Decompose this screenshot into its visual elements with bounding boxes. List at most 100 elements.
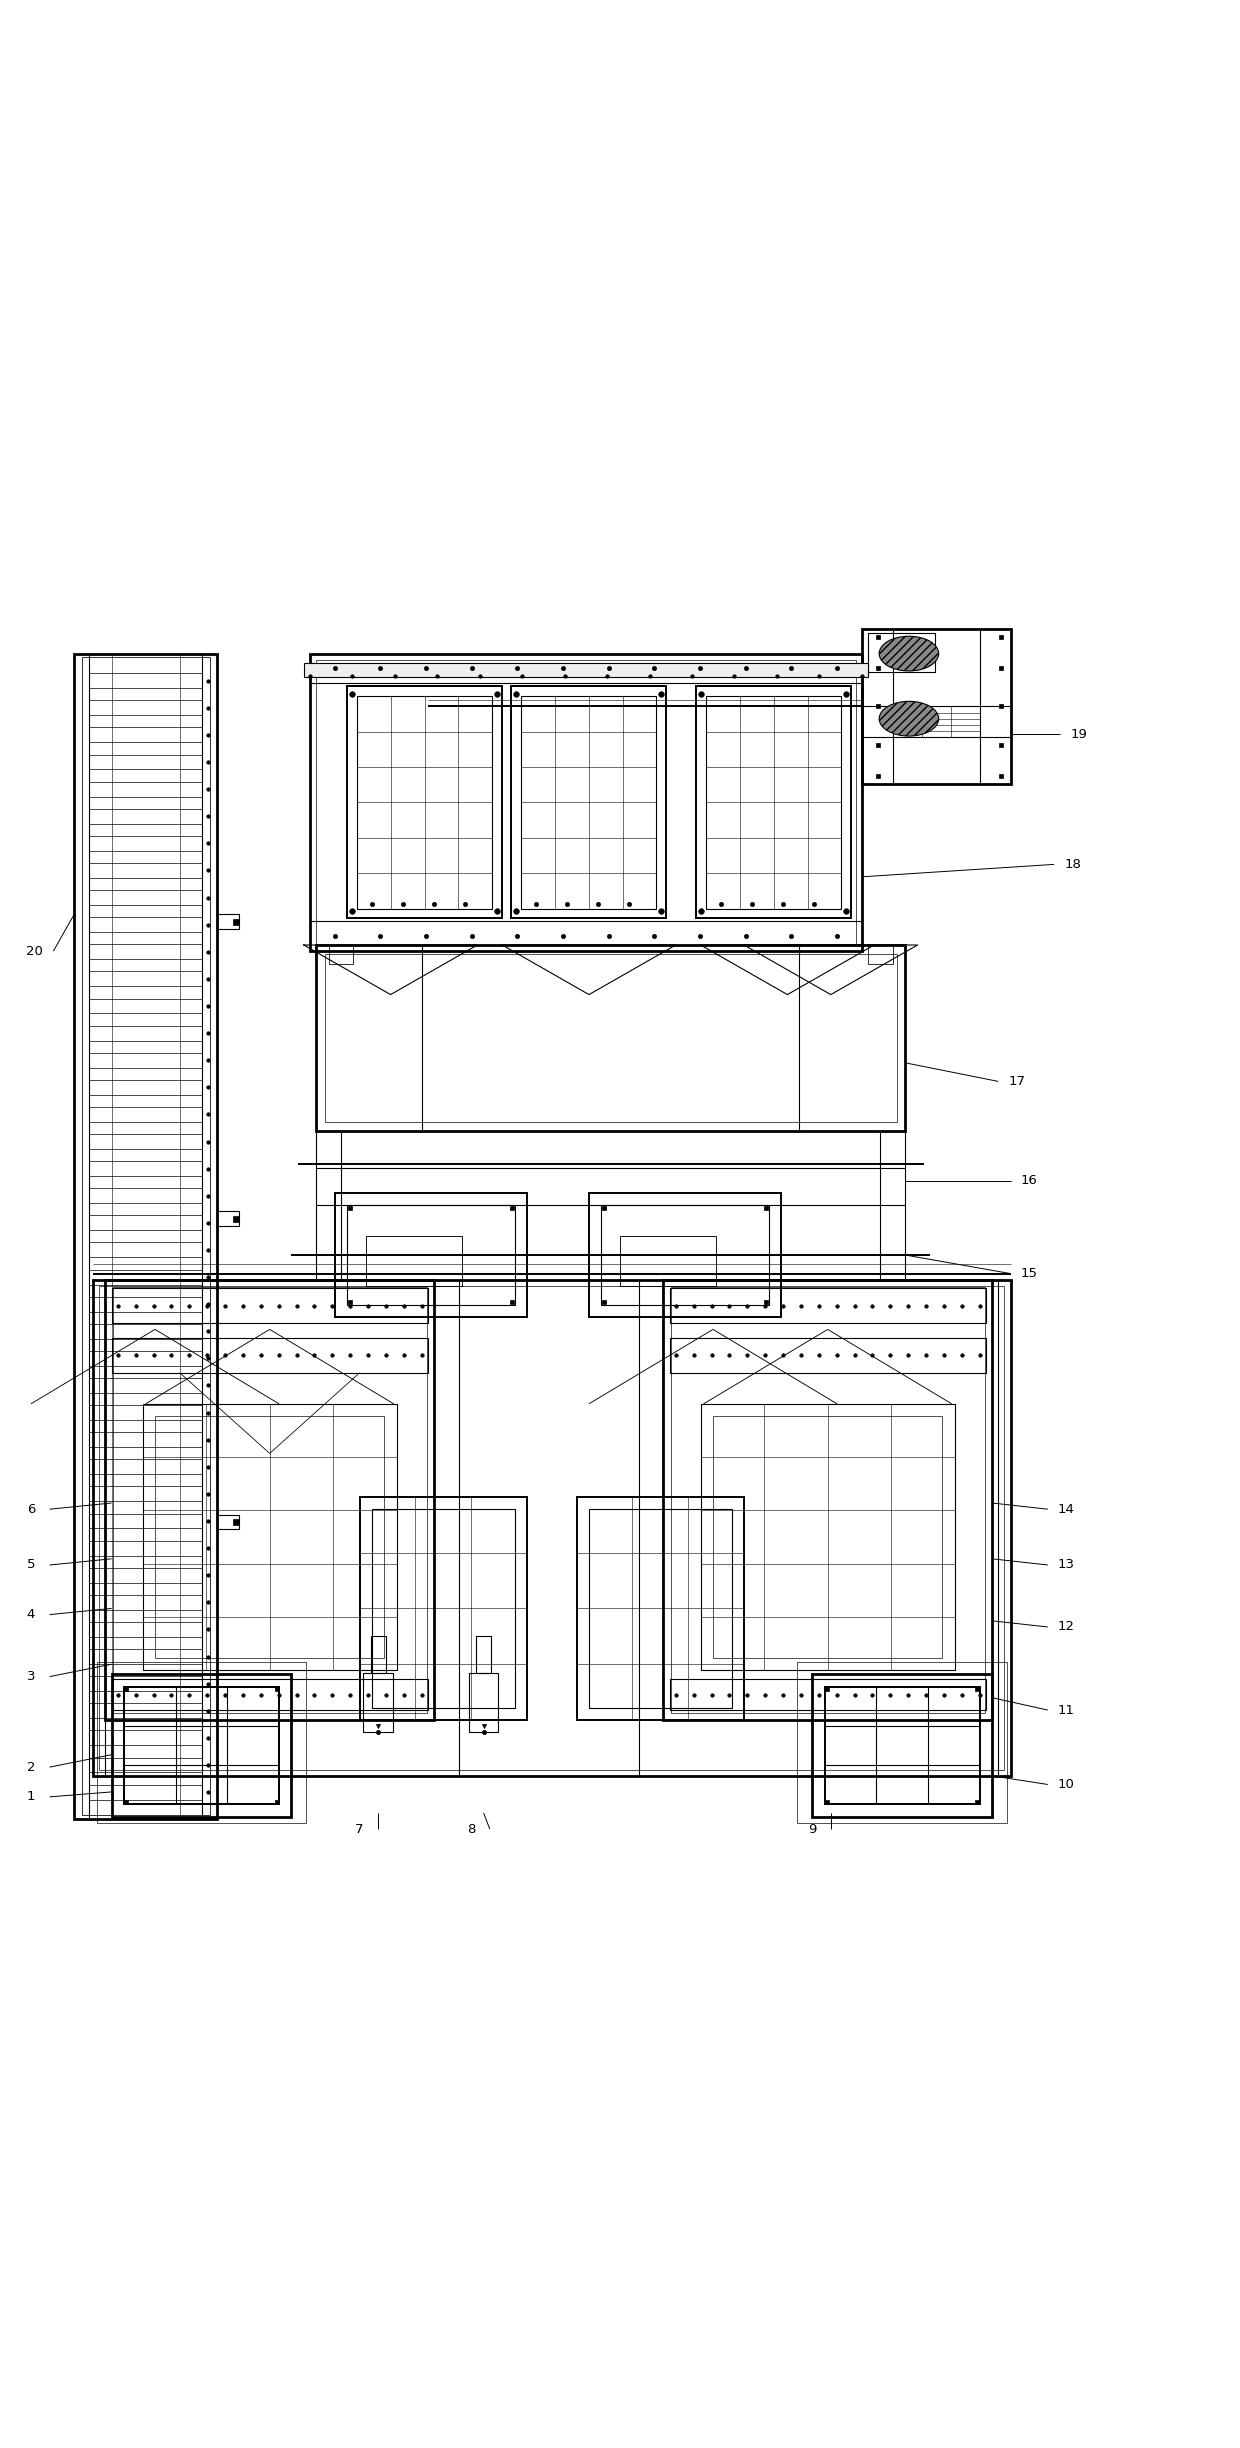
Bar [372, 1510, 515, 1709]
Bar [112, 1679, 428, 1711]
Bar [124, 1687, 279, 1804]
Bar [105, 1280, 434, 1721]
Bar [511, 685, 666, 918]
Bar [217, 913, 239, 930]
Text: 1: 1 [27, 1789, 35, 1804]
Text: 8: 8 [467, 1824, 475, 1836]
Bar [89, 1785, 202, 1799]
Bar [89, 1297, 202, 1312]
Bar [701, 1403, 955, 1670]
Bar [89, 918, 202, 933]
Bar [357, 695, 492, 908]
Text: 16: 16 [1021, 1175, 1038, 1187]
Bar [113, 1288, 427, 1714]
Bar [713, 1417, 942, 1657]
Bar [589, 1510, 732, 1709]
Bar [89, 1459, 202, 1474]
Bar [89, 1758, 202, 1772]
Bar [868, 634, 935, 673]
Bar [89, 673, 202, 688]
Text: 9: 9 [808, 1824, 816, 1836]
Bar [82, 659, 210, 1816]
Text: 3: 3 [27, 1670, 35, 1684]
Bar [74, 654, 217, 1819]
Bar [97, 1662, 306, 1824]
Bar [89, 1731, 202, 1745]
Bar [89, 972, 202, 987]
Text: 20: 20 [26, 945, 43, 957]
Bar [589, 1192, 781, 1317]
Bar [89, 1214, 202, 1231]
Text: 4: 4 [27, 1608, 35, 1621]
Bar [89, 1244, 202, 1258]
Bar [620, 1236, 717, 1285]
Bar [89, 1623, 202, 1638]
Bar [89, 1378, 202, 1393]
Bar [89, 864, 202, 879]
Bar [707, 695, 841, 908]
Bar [155, 1417, 384, 1657]
Bar [89, 1080, 202, 1094]
Bar [89, 1053, 202, 1067]
Bar [363, 1672, 393, 1733]
Bar [347, 685, 502, 918]
Bar [112, 1339, 428, 1373]
Text: 5: 5 [27, 1559, 35, 1572]
Bar [89, 835, 202, 852]
Bar [577, 1496, 744, 1721]
Bar [89, 700, 202, 715]
Text: 10: 10 [1058, 1777, 1075, 1792]
Bar [89, 1567, 202, 1584]
Bar [868, 945, 893, 965]
Bar [670, 1288, 986, 1324]
Bar [89, 1351, 202, 1366]
Text: 15: 15 [1021, 1268, 1038, 1280]
Text: 2: 2 [27, 1760, 35, 1775]
Bar [347, 1204, 515, 1305]
Bar [304, 663, 868, 678]
Bar [671, 1288, 985, 1714]
Bar [89, 891, 202, 906]
Bar [310, 654, 862, 952]
Bar [89, 1187, 202, 1204]
Bar [217, 1212, 239, 1226]
Bar [99, 1285, 1004, 1770]
Bar [697, 685, 851, 918]
Bar [89, 727, 202, 742]
Bar [89, 1513, 202, 1528]
Text: 17: 17 [1008, 1075, 1025, 1087]
Bar [663, 1280, 992, 1721]
Bar [476, 1635, 491, 1672]
Bar [862, 629, 1011, 783]
Bar [89, 1026, 202, 1040]
Bar [89, 1486, 202, 1501]
Bar [217, 1515, 239, 1530]
Bar [469, 1672, 498, 1733]
Bar [89, 945, 202, 960]
Bar [89, 1677, 202, 1692]
Bar [601, 1204, 769, 1305]
Bar [89, 1650, 202, 1665]
Bar [825, 1687, 980, 1804]
Bar [89, 1133, 202, 1148]
Bar [143, 1403, 397, 1670]
Bar [371, 1635, 386, 1672]
Bar [812, 1674, 992, 1816]
Bar [89, 1432, 202, 1447]
Text: 6: 6 [27, 1503, 35, 1515]
Bar [89, 808, 202, 823]
Bar [89, 1405, 202, 1420]
Text: 7: 7 [356, 1824, 363, 1836]
Bar [89, 999, 202, 1013]
Bar [124, 1687, 279, 1804]
Text: 18: 18 [1064, 857, 1081, 871]
Bar [89, 1106, 202, 1121]
Bar [316, 661, 856, 945]
Ellipse shape [879, 700, 939, 737]
Bar [329, 945, 353, 965]
Bar [93, 1280, 1011, 1775]
Bar [89, 754, 202, 769]
Bar [366, 1236, 463, 1285]
Bar [797, 1662, 1007, 1824]
Bar [89, 1540, 202, 1554]
